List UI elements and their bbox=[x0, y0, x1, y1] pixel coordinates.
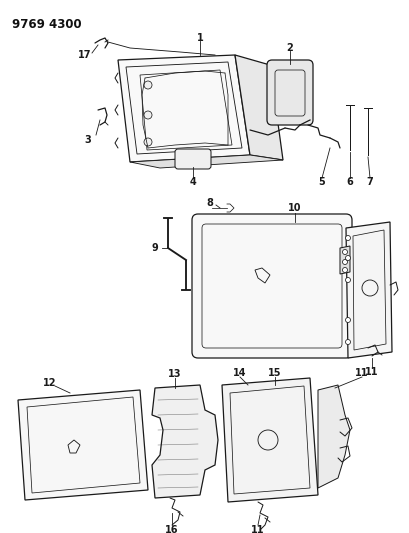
Polygon shape bbox=[130, 155, 282, 168]
Circle shape bbox=[345, 340, 350, 344]
Circle shape bbox=[345, 318, 350, 322]
Text: 10: 10 bbox=[288, 203, 301, 213]
Circle shape bbox=[144, 111, 152, 119]
Polygon shape bbox=[18, 390, 148, 500]
Text: 8: 8 bbox=[206, 198, 213, 208]
Text: 11: 11 bbox=[364, 367, 378, 377]
Circle shape bbox=[342, 249, 347, 254]
Polygon shape bbox=[221, 378, 317, 502]
Text: 6: 6 bbox=[346, 177, 353, 187]
Text: 2: 2 bbox=[286, 43, 293, 53]
Text: 12: 12 bbox=[43, 378, 56, 388]
Text: 9: 9 bbox=[151, 243, 158, 253]
Polygon shape bbox=[317, 385, 349, 488]
Polygon shape bbox=[118, 55, 249, 162]
Polygon shape bbox=[345, 222, 391, 358]
FancyBboxPatch shape bbox=[175, 149, 211, 169]
FancyBboxPatch shape bbox=[266, 60, 312, 125]
Text: 17: 17 bbox=[78, 50, 92, 60]
Text: 11: 11 bbox=[251, 525, 264, 533]
Circle shape bbox=[345, 236, 350, 240]
Circle shape bbox=[144, 81, 152, 89]
Text: 16: 16 bbox=[165, 525, 178, 533]
Polygon shape bbox=[234, 55, 282, 160]
Text: 1: 1 bbox=[196, 33, 203, 43]
Text: 13: 13 bbox=[168, 369, 181, 379]
Text: 11: 11 bbox=[354, 368, 368, 378]
Text: 7: 7 bbox=[366, 177, 373, 187]
Circle shape bbox=[342, 268, 347, 272]
FancyBboxPatch shape bbox=[191, 214, 351, 358]
Text: 5: 5 bbox=[318, 177, 325, 187]
Text: 15: 15 bbox=[267, 368, 281, 378]
Polygon shape bbox=[152, 385, 218, 498]
Polygon shape bbox=[339, 246, 349, 274]
Text: 14: 14 bbox=[233, 368, 246, 378]
Circle shape bbox=[144, 138, 152, 146]
Text: 3: 3 bbox=[84, 135, 91, 145]
Text: 9769 4300: 9769 4300 bbox=[12, 18, 81, 31]
Circle shape bbox=[345, 278, 350, 282]
Circle shape bbox=[345, 255, 350, 261]
Text: 4: 4 bbox=[189, 177, 196, 187]
Circle shape bbox=[342, 260, 347, 264]
